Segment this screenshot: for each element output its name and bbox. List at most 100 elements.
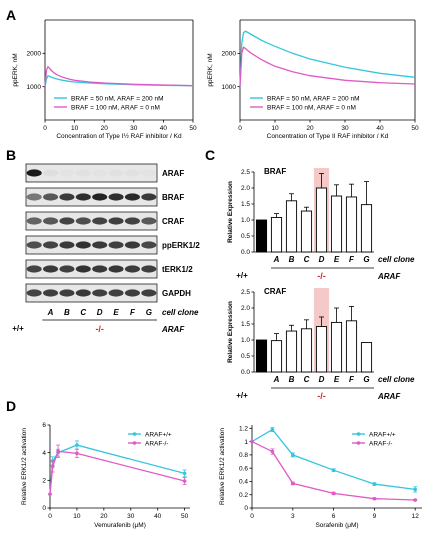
clone-label: C xyxy=(80,308,86,317)
data-point xyxy=(413,487,418,492)
bar xyxy=(330,195,343,253)
legend-label: ARAF+/+ xyxy=(145,431,172,438)
legend-marker xyxy=(356,441,361,445)
legend-label: BRAF = 100 nM, ARAF = 0 nM xyxy=(71,104,160,111)
y-tick-label: 1000 xyxy=(27,84,42,91)
chart-title: CRAF xyxy=(264,287,286,296)
y-tick-label: 2 xyxy=(42,478,46,485)
legend-label: ARAF+/+ xyxy=(369,431,396,438)
blot-band xyxy=(59,265,75,273)
data-point xyxy=(372,496,377,501)
x-tick-label: 20 xyxy=(101,125,109,132)
legend-label: BRAF = 100 nM, ARAF = 0 nM xyxy=(267,104,356,111)
series-line xyxy=(49,450,185,495)
x-tick-label: A xyxy=(273,375,280,384)
y-axis-label: ppERK, nM xyxy=(207,53,214,86)
blot-band xyxy=(43,241,59,249)
blot-band xyxy=(26,193,42,201)
blot-band xyxy=(108,193,124,201)
x-tick-label: D xyxy=(319,375,325,384)
blot-label: GAPDH xyxy=(162,289,191,298)
y-tick-label: 0.4 xyxy=(239,479,248,486)
blot-band xyxy=(59,217,75,225)
data-point xyxy=(48,492,52,496)
genotype-label: ARAF xyxy=(377,392,401,401)
y-tick-label: 0.8 xyxy=(239,452,248,459)
y-tick-label: 0.0 xyxy=(241,249,250,256)
y-tick-label: 0.6 xyxy=(239,465,248,472)
data-point xyxy=(50,464,55,469)
x-tick-label: B xyxy=(289,255,295,264)
bar xyxy=(315,187,328,253)
x-tick-label: 0 xyxy=(43,125,47,132)
blot-strip xyxy=(25,187,158,207)
blot-label: BRAF xyxy=(162,193,184,202)
blot-band xyxy=(108,169,124,177)
y-tick-label: 1.5 xyxy=(241,321,250,328)
bar xyxy=(300,328,313,373)
chart-c2: 0.0 0.5 1.0 1.5 2.0 2.5 Relative Expression CRA… xyxy=(227,287,415,401)
blot-label: tERK1/2 xyxy=(162,265,193,274)
x-tick-label: 3 xyxy=(291,513,295,520)
blot-strip xyxy=(25,283,158,303)
x-tick-label: 20 xyxy=(306,125,314,132)
x-tick-label: 0 xyxy=(48,513,52,520)
bar xyxy=(345,320,358,373)
bar xyxy=(315,326,328,373)
wt-label: +/+ xyxy=(236,391,248,400)
y-tick-label: 1 xyxy=(244,439,248,446)
blot-strip xyxy=(25,163,158,183)
data-point xyxy=(331,491,336,496)
series-line xyxy=(44,65,194,87)
blot-band xyxy=(141,193,157,201)
bar xyxy=(300,210,313,253)
blot-band xyxy=(59,289,75,297)
blot-band xyxy=(108,289,124,297)
y-axis-label: Relative Expression xyxy=(227,301,234,363)
data-point xyxy=(331,468,336,472)
clone-label: B xyxy=(64,308,70,317)
blot-band xyxy=(43,193,59,201)
y-axis-label: Relative Expression xyxy=(227,181,234,243)
y-tick-label: 0 xyxy=(42,505,46,512)
chart-d2: 0 0.2 0.4 0.6 0.8 1 1.2 0 3 6 9 12 Sorafenib (μM) Rel… xyxy=(219,425,422,529)
y-tick-label: 1.2 xyxy=(239,426,248,433)
y-tick-label: 4 xyxy=(42,450,46,457)
legend-label: BRAF = 50 nM, ARAF = 200 nM xyxy=(71,95,164,102)
x-tick-label: 0 xyxy=(238,125,242,132)
data-point xyxy=(291,481,295,486)
x-tick-label: 10 xyxy=(71,125,79,132)
blot-band xyxy=(124,193,140,201)
y-tick-label: 2000 xyxy=(27,51,42,58)
blot-band xyxy=(26,241,42,249)
x-tick-label: 30 xyxy=(130,125,138,132)
y-tick-label: 0.0 xyxy=(241,369,250,376)
panel-label-d: D xyxy=(6,398,16,414)
data-point xyxy=(291,453,295,457)
x-tick-label: 9 xyxy=(373,513,377,520)
blot-band xyxy=(124,265,140,273)
legend-label: BRAF = 50 nM, ARAF = 200 nM xyxy=(267,95,360,102)
x-tick-label: 40 xyxy=(376,125,384,132)
blot-label: ppERK1/2 xyxy=(162,241,200,250)
x-tick-label: E xyxy=(334,375,340,384)
blot-band xyxy=(108,241,124,249)
blot-band xyxy=(43,289,59,297)
blot-band xyxy=(75,193,91,201)
bar xyxy=(360,204,373,253)
x-tick-label: 10 xyxy=(73,513,81,520)
data-point xyxy=(182,471,187,476)
y-axis-label: Relative ERK1/2 activation xyxy=(219,428,226,505)
blot-band xyxy=(141,265,157,273)
y-tick-label: 0.2 xyxy=(239,492,248,499)
x-tick-label: 50 xyxy=(181,513,189,520)
blot-band xyxy=(108,217,124,225)
x-tick-label: 6 xyxy=(332,513,336,520)
blot-band xyxy=(75,217,91,225)
legend-marker xyxy=(132,432,137,436)
wt-label: +/+ xyxy=(12,324,24,333)
y-tick-label: 1.5 xyxy=(241,201,250,208)
clone-label: D xyxy=(97,308,103,317)
clone-label: A xyxy=(47,308,54,317)
clone-label: F xyxy=(130,308,136,317)
